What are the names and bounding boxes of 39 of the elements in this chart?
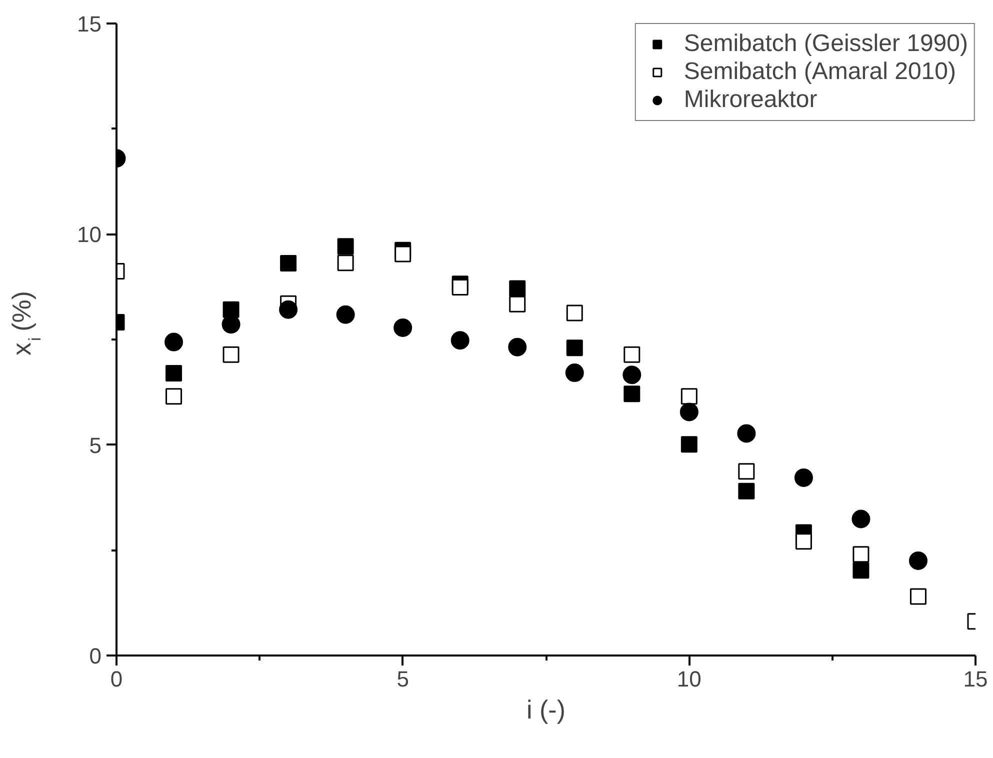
x-axis-title: i (-): [526, 694, 566, 724]
point: [394, 246, 412, 262]
legend-label: Mikroreaktor: [684, 86, 818, 114]
point: [565, 364, 584, 382]
point: [852, 510, 870, 528]
legend-label: Semibatch (Geissler 1990): [684, 30, 968, 58]
point: [164, 332, 184, 352]
point: [622, 366, 642, 384]
point: [795, 533, 812, 550]
x-tick-label: 5: [396, 666, 409, 692]
x-tick-label: 10: [676, 666, 702, 692]
point: [624, 386, 640, 402]
point: [794, 468, 813, 487]
y-tick-label: 15: [77, 12, 102, 36]
y-tick-label: 5: [89, 432, 102, 458]
point: [566, 340, 583, 356]
point: [452, 279, 468, 296]
point: [450, 331, 470, 350]
point: [280, 254, 297, 272]
point: [680, 436, 698, 453]
point: [680, 402, 698, 422]
y-tick-label: 0: [89, 644, 102, 668]
point: [222, 301, 240, 318]
legend-label: Semibatch (Amaral 2010): [684, 58, 956, 86]
point: [166, 364, 182, 382]
y-tick-label: 10: [77, 222, 102, 248]
point: [279, 300, 298, 319]
x-tick-label: 0: [110, 666, 123, 692]
point: [908, 551, 928, 570]
point: [852, 562, 870, 579]
point: [336, 305, 355, 324]
point: [738, 482, 755, 500]
x-tick-label: 15: [963, 666, 988, 692]
point: [508, 338, 527, 356]
point: [737, 424, 756, 443]
point: [337, 238, 354, 255]
point: [509, 280, 526, 297]
point: [394, 318, 412, 337]
y-axis-title: xi (%): [6, 290, 44, 356]
